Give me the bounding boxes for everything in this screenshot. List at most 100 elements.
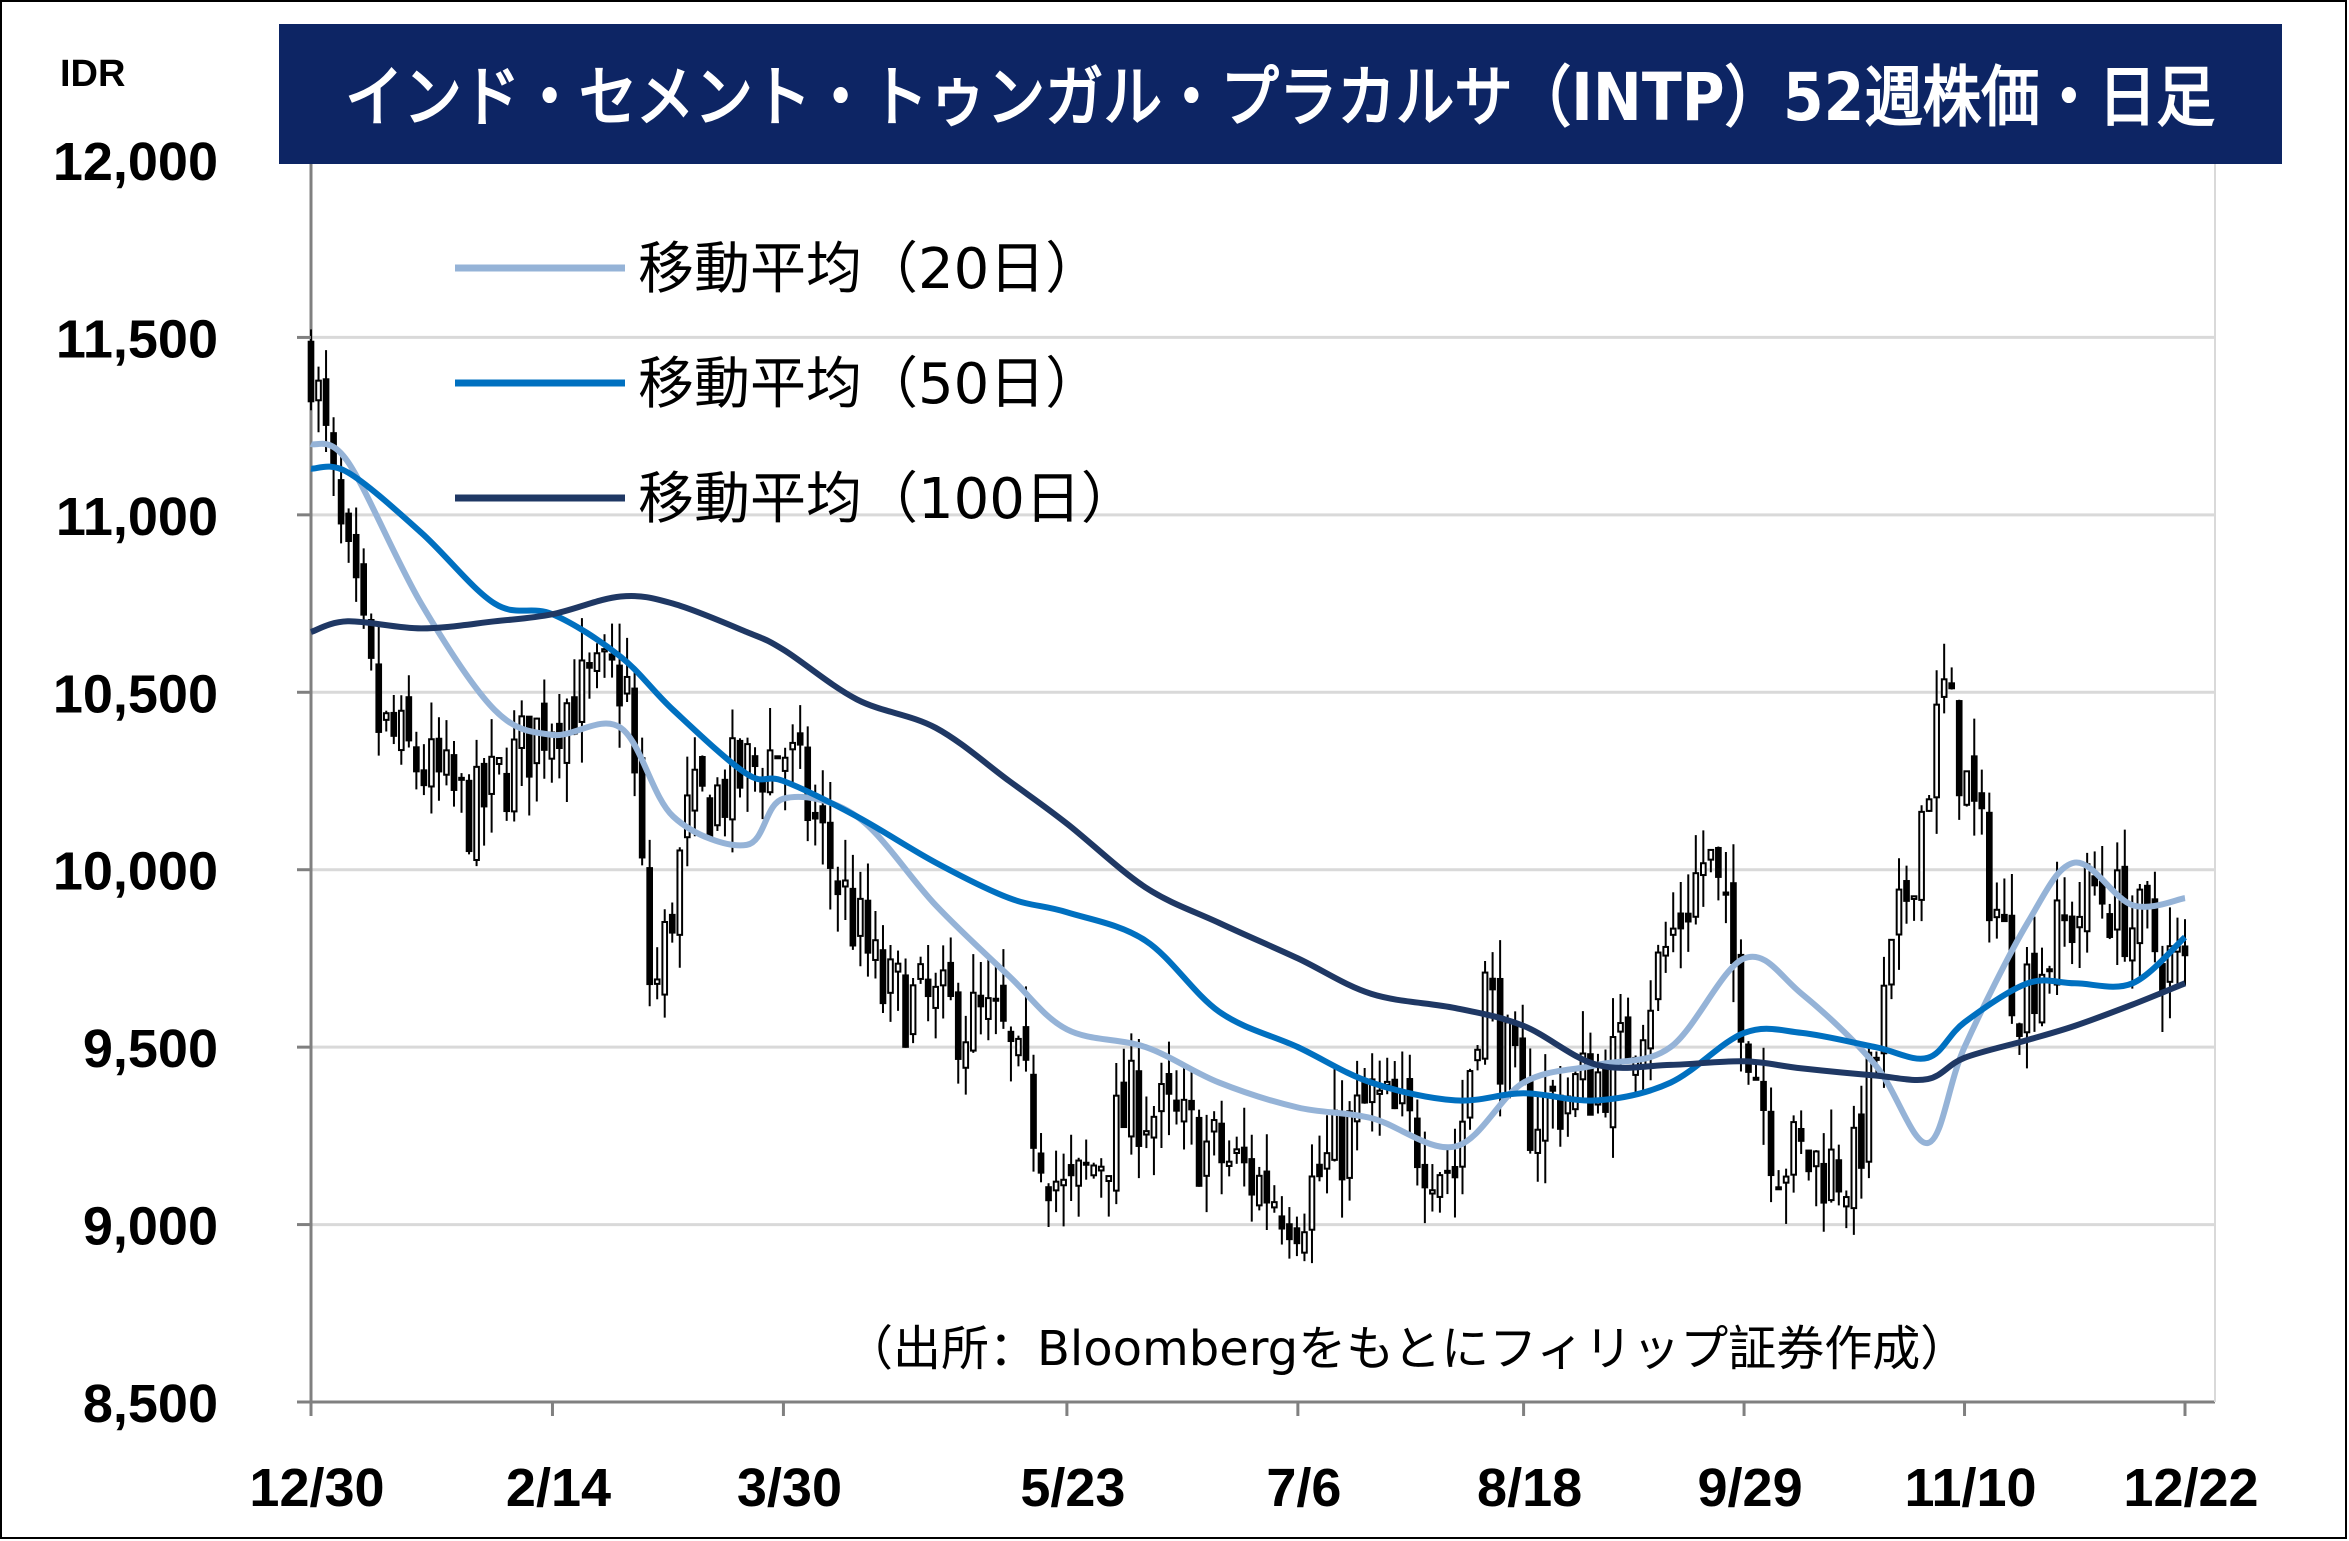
candle-body [1278, 1215, 1286, 1230]
candle-body [2068, 915, 2076, 944]
ma100-line [309, 593, 2187, 1084]
candle-body [1888, 938, 1895, 986]
candle-body [1572, 1073, 1579, 1111]
candle-body [992, 997, 1000, 1002]
candle-body [1090, 1164, 1098, 1177]
candle-body [1444, 1169, 1451, 1174]
candle-body [1519, 1037, 1527, 1086]
candle-body [360, 563, 368, 616]
candle-body [1993, 908, 2001, 919]
candle-body [1865, 1051, 1873, 1163]
candle-body [480, 762, 488, 808]
candle-body [1135, 1070, 1143, 1147]
candle-body [631, 687, 638, 774]
candle-body [1624, 1016, 1632, 1063]
candle-body [706, 797, 714, 841]
candle-body [525, 715, 533, 778]
candle-body [2083, 863, 2091, 933]
source-note: （出所：Bloombergをもとにフィリップ証券作成） [845, 1321, 1968, 1377]
candle-body [834, 880, 842, 896]
candle-body [1150, 1115, 1158, 1139]
candle-body [608, 653, 616, 661]
candle-body [1022, 1026, 1030, 1061]
candle-body [1587, 1053, 1594, 1116]
candle-body [2181, 945, 2189, 957]
candle-body [1060, 1178, 1067, 1187]
candle-body [1715, 846, 1722, 878]
candle-body [1692, 872, 1700, 918]
candle-body [1797, 1127, 1805, 1142]
y-axis-unit: IDR [60, 53, 125, 95]
x-tick-label: 9/29 [1698, 1458, 1803, 1518]
candle-body [1677, 912, 1685, 930]
candle-body [1203, 1140, 1210, 1177]
candle-body [1218, 1122, 1225, 1164]
candle-body [1180, 1098, 1188, 1123]
candle-body [1271, 1201, 1278, 1209]
candle-body [533, 717, 541, 765]
candle-body [1037, 1152, 1045, 1174]
candle-body [1331, 1109, 1338, 1161]
legend-label-ma50: 移動平均（50日） [638, 352, 1101, 417]
candle-body [1346, 1110, 1353, 1179]
candle-body [1316, 1163, 1323, 1178]
candle-body [714, 784, 721, 827]
candle-body [1654, 951, 1662, 1001]
candle-body [337, 479, 345, 525]
candle-body [1820, 1162, 1828, 1204]
candle-body [751, 755, 759, 768]
candle-body [894, 962, 902, 973]
legend: 移動平均（20日） 移動平均（50日） 移動平均（100日） [455, 237, 1137, 532]
candle-body [962, 1041, 970, 1069]
candle-body [985, 997, 992, 1020]
candle-body [397, 709, 405, 752]
candle-body [420, 769, 428, 787]
candle-body [1233, 1148, 1241, 1154]
candle-body [638, 757, 646, 859]
candle-body [1210, 1119, 1218, 1133]
x-axis-ticks: 12/30 2/14 3/30 5/23 7/6 8/18 9/29 11/10 12/22 [249, 1402, 2259, 1518]
candle-body [2023, 963, 2031, 1034]
candle-body [458, 776, 465, 781]
candle-body [661, 920, 669, 996]
candle-body [849, 887, 857, 947]
y-tick-label: 10,500 [53, 664, 218, 724]
candle-body [1918, 810, 1925, 901]
candle-body [789, 741, 796, 751]
candle-body [977, 994, 985, 1008]
candle-body [428, 738, 435, 788]
candle-body [954, 991, 962, 1060]
candle-body [1263, 1170, 1271, 1204]
candle-body [947, 961, 955, 997]
candle-body [699, 756, 706, 787]
candle-body [1752, 1076, 1760, 1081]
candle-body [2151, 898, 2159, 953]
candle-body [435, 737, 443, 773]
candle-body [375, 663, 383, 733]
x-tick-label: 2/14 [506, 1458, 611, 1518]
candle-body [774, 755, 781, 760]
candle-body [887, 958, 894, 994]
candle-body [1850, 1126, 1858, 1210]
candle-body [2053, 899, 2061, 986]
candle-body [1662, 945, 1670, 957]
candle-body [2076, 915, 2083, 929]
candle-body [1910, 895, 1918, 900]
candle-body [842, 879, 849, 888]
x-tick-label: 11/10 [1904, 1458, 2036, 1518]
candle-body [721, 778, 729, 818]
candle-body [1376, 1089, 1384, 1095]
candle-body [646, 867, 653, 986]
candle-body [1602, 1067, 1609, 1113]
candle-body [1978, 792, 1986, 810]
candle-body [1045, 1186, 1052, 1202]
candle-body [1767, 1110, 1775, 1177]
candle-body [1308, 1175, 1316, 1231]
candle-body [1007, 1030, 1015, 1043]
candle-body [1158, 1083, 1165, 1113]
candle-body [1903, 880, 1910, 902]
candle-body [1639, 1039, 1647, 1068]
candle-body [1143, 1130, 1150, 1136]
